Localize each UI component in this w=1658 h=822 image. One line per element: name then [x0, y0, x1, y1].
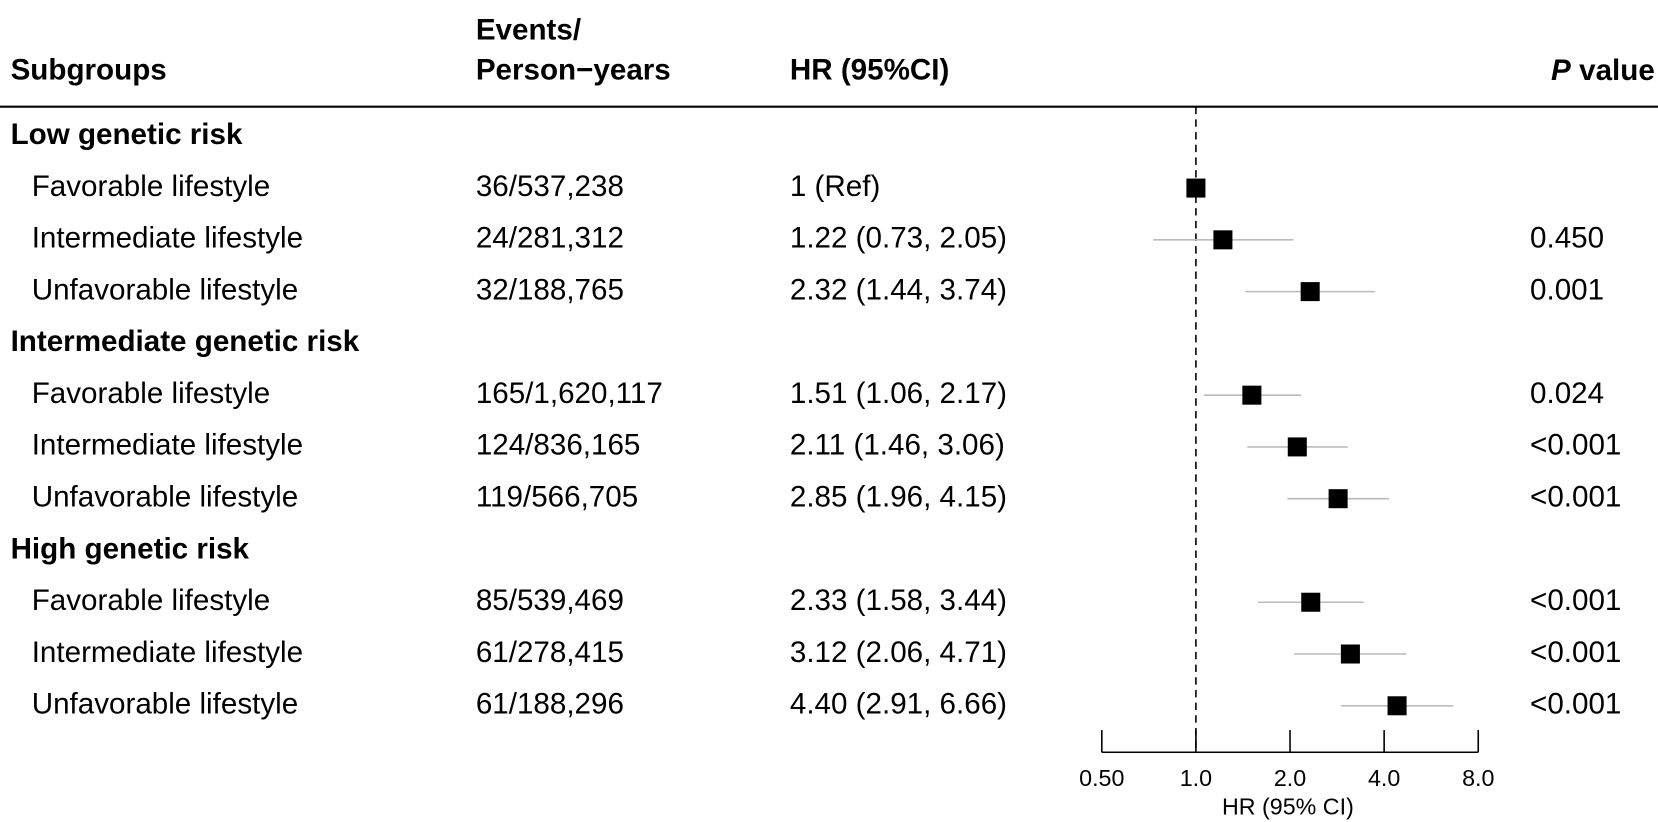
p-value: <0.001	[1530, 481, 1621, 514]
row-label: Intermediate lifestyle	[32, 222, 303, 255]
hr-label: 1.22 (0.73, 2.05)	[790, 222, 1007, 255]
p-value: <0.001	[1530, 636, 1621, 669]
hr-point	[1186, 178, 1206, 198]
hr-point	[1387, 696, 1407, 716]
row-label: Intermediate lifestyle	[32, 636, 303, 669]
events: 119/566,705	[476, 481, 638, 514]
x-tick-label: 8.0	[1462, 765, 1494, 791]
row-label: Unfavorable lifestyle	[32, 481, 298, 514]
group-label: Low genetic risk	[11, 118, 243, 151]
hr-point	[1340, 644, 1360, 664]
x-axis-label: HR (95% CI)	[1222, 793, 1354, 819]
hr-point	[1300, 282, 1320, 302]
p-value: <0.001	[1530, 584, 1621, 617]
x-tick-label: 4.0	[1368, 765, 1400, 791]
p-value: 0.450	[1530, 222, 1604, 255]
row-label: Unfavorable lifestyle	[32, 273, 298, 306]
events: 165/1,620,117	[476, 377, 663, 410]
row-label: Intermediate lifestyle	[32, 429, 303, 462]
x-tick-label: 0.50	[1079, 765, 1124, 791]
header-events: Events/	[476, 14, 581, 47]
hr-label: 2.32 (1.44, 3.74)	[790, 273, 1007, 306]
hr-label: 1 (Ref)	[790, 170, 880, 203]
p-value: <0.001	[1530, 429, 1621, 462]
hr-label: 4.40 (2.91, 6.66)	[790, 688, 1007, 721]
header-p-rest: value	[1579, 54, 1655, 87]
hr-point	[1301, 592, 1321, 612]
events: 61/278,415	[476, 636, 624, 669]
p-value: 0.001	[1530, 273, 1604, 306]
x-tick-label: 1.0	[1180, 765, 1212, 791]
hr-label: 2.85 (1.96, 4.15)	[790, 481, 1007, 514]
header-events: Person−years	[476, 54, 671, 87]
hr-label: 2.11 (1.46, 3.06)	[790, 429, 1005, 462]
hr-point	[1287, 437, 1307, 457]
p-value: 0.024	[1530, 377, 1604, 410]
hr-label: 1.51 (1.06, 2.17)	[790, 377, 1007, 410]
row-label: Favorable lifestyle	[32, 170, 270, 203]
events: 124/836,165	[476, 429, 641, 462]
hr-label: 2.33 (1.58, 3.44)	[790, 584, 1007, 617]
header-subgroups: Subgroups	[11, 54, 167, 87]
x-tick-label: 2.0	[1274, 765, 1306, 791]
hr-point	[1213, 230, 1233, 250]
row-label: Unfavorable lifestyle	[32, 688, 298, 721]
hr-label: 3.12 (2.06, 4.71)	[790, 636, 1007, 669]
header-p-italic: P	[1551, 54, 1571, 87]
group-label: High genetic risk	[11, 532, 250, 565]
events: 61/188,296	[476, 688, 624, 721]
row-label: Favorable lifestyle	[32, 377, 270, 410]
group-label: Intermediate genetic risk	[11, 325, 360, 358]
events: 85/539,469	[476, 584, 624, 617]
events: 24/281,312	[476, 222, 624, 255]
header-hr: HR (95%CI)	[790, 54, 949, 87]
events: 32/188,765	[476, 273, 624, 306]
hr-point	[1242, 385, 1262, 405]
row-label: Favorable lifestyle	[32, 584, 270, 617]
hr-point	[1328, 489, 1348, 509]
p-value: <0.001	[1530, 688, 1621, 721]
events: 36/537,238	[476, 170, 624, 203]
